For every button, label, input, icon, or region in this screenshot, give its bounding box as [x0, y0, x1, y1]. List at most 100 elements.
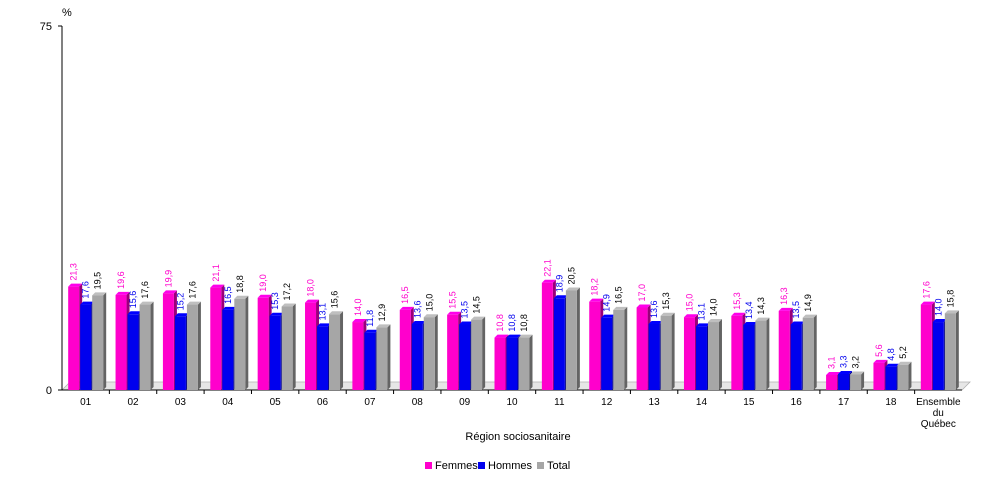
x-category-label: 06 [317, 397, 329, 408]
data-label-femmes: 17,6 [921, 281, 931, 299]
x-category-label: 02 [127, 397, 139, 408]
data-label-hommes: 14,0 [933, 299, 943, 317]
bar-hommes [174, 313, 189, 390]
bar-hommes [601, 314, 616, 390]
x-category-label: 07 [364, 397, 376, 408]
data-label-femmes: 19,9 [163, 270, 173, 288]
data-label-total: 15,6 [330, 291, 340, 309]
data-label-total: 14,9 [803, 294, 813, 312]
y-tick-label: 75 [40, 21, 52, 33]
data-label-hommes: 16,5 [223, 286, 233, 304]
bar-femmes [826, 371, 841, 390]
data-label-total: 15,0 [424, 294, 434, 312]
bar-hommes [80, 301, 95, 390]
bar-total [565, 287, 580, 390]
bar-total [755, 317, 770, 390]
data-label-total: 10,8 [519, 314, 529, 332]
bar-femmes [778, 307, 793, 390]
x-category-label: 12 [601, 397, 613, 408]
data-label-femmes: 15,5 [448, 291, 458, 309]
bar-hommes [506, 334, 521, 390]
data-label-femmes: 22,1 [542, 259, 552, 277]
bar-hommes [885, 363, 900, 390]
data-label-femmes: 17,0 [637, 284, 647, 302]
data-label-total: 20,5 [566, 267, 576, 285]
data-label-hommes: 15,6 [128, 291, 138, 309]
bar-femmes [447, 311, 462, 390]
data-label-femmes: 21,1 [211, 264, 221, 282]
x-category-label: Ensemble du Québec [916, 397, 961, 430]
data-label-total: 19,5 [93, 272, 103, 290]
data-label-hommes: 13,1 [696, 303, 706, 321]
data-label-hommes: 18,9 [554, 275, 564, 293]
bar-femmes [683, 314, 698, 390]
bar-hommes [222, 306, 237, 390]
bar-total [376, 324, 391, 390]
data-label-total: 17,6 [140, 281, 150, 299]
data-label-total: 5,2 [898, 346, 908, 359]
bar-femmes [494, 334, 509, 390]
bar-femmes [873, 359, 888, 390]
data-label-total: 14,0 [708, 299, 718, 317]
bar-hommes [553, 295, 568, 390]
data-label-femmes: 21,3 [69, 263, 79, 281]
data-label-femmes: 15,3 [732, 292, 742, 310]
bar-total [707, 319, 722, 390]
x-category-label: 05 [270, 397, 282, 408]
chart-x-categories: 01 02 03 04 05 06 07 08 09 10 11 12 13 14 15 16 17 18 Ense… [80, 390, 961, 430]
x-category-label: 15 [743, 397, 755, 408]
bar-total [944, 310, 959, 390]
x-category-label: 09 [459, 397, 471, 408]
legend-label: Hommes [488, 460, 533, 472]
bar-total [802, 314, 817, 390]
bar-total [471, 316, 486, 390]
bar-femmes [541, 279, 556, 390]
data-label-femmes: 3,1 [827, 356, 837, 369]
legend-item-femmes: Femmes [425, 460, 478, 472]
data-label-femmes: 16,5 [400, 286, 410, 304]
legend-item-total: Total [537, 460, 570, 472]
x-category-label: 14 [696, 397, 708, 408]
x-category-label: 08 [412, 397, 424, 408]
chart-legend: Femmes Hommes Total [425, 460, 570, 472]
bar-total [139, 301, 154, 390]
bar-total [186, 301, 201, 390]
data-label-hommes: 13,6 [649, 300, 659, 318]
bar-hommes [695, 323, 710, 390]
legend-label: Femmes [435, 460, 478, 472]
data-label-femmes: 15,0 [684, 294, 694, 312]
bar-femmes [731, 312, 746, 390]
data-label-total: 15,3 [661, 292, 671, 310]
x-category-label: 11 [554, 397, 565, 408]
x-category-label: 13 [649, 397, 661, 408]
x-category-label: 17 [838, 397, 850, 408]
chart-bars [68, 279, 959, 390]
bar-hommes [838, 370, 853, 390]
x-axis-title: Région sociosanitaire [465, 431, 570, 443]
y-tick-label: 0 [46, 385, 52, 397]
data-label-hommes: 15,2 [175, 293, 185, 311]
data-label-femmes: 14,0 [353, 299, 363, 317]
bar-femmes [68, 283, 83, 390]
bar-total [660, 312, 675, 390]
bar-hommes [648, 320, 663, 390]
data-label-total: 15,8 [945, 290, 955, 308]
bar-total [92, 292, 107, 390]
data-label-hommes: 13,1 [318, 303, 328, 321]
bar-total [518, 334, 533, 390]
bar-hommes [127, 311, 142, 390]
data-label-femmes: 19,0 [258, 274, 268, 292]
data-label-hommes: 10,8 [507, 314, 517, 332]
data-label-hommes: 13,5 [460, 301, 470, 319]
data-label-femmes: 18,2 [590, 278, 600, 296]
data-label-hommes: 11,8 [365, 310, 375, 327]
data-label-hommes: 13,6 [412, 300, 422, 318]
bar-hommes [932, 319, 947, 390]
bar-femmes [399, 306, 414, 390]
bar-hommes [743, 321, 758, 390]
x-category-label: 18 [885, 397, 897, 408]
data-label-hommes: 13,4 [744, 301, 754, 319]
data-label-femmes: 19,6 [116, 271, 126, 289]
data-label-total: 18,8 [235, 275, 245, 293]
